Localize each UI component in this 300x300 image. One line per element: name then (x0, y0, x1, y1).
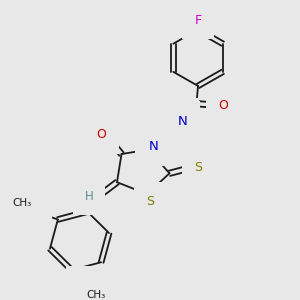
Text: O: O (219, 99, 228, 112)
Text: H: H (84, 190, 93, 203)
Text: H: H (178, 110, 187, 123)
Text: CH₃: CH₃ (13, 198, 32, 208)
Text: S: S (146, 195, 154, 208)
Text: O: O (30, 204, 40, 217)
Text: F: F (194, 14, 202, 27)
Text: O: O (79, 279, 88, 292)
Text: N: N (148, 140, 158, 153)
Text: CH₃: CH₃ (86, 290, 105, 300)
Text: O: O (97, 128, 106, 141)
Text: S: S (195, 161, 203, 174)
Text: N: N (178, 115, 187, 128)
